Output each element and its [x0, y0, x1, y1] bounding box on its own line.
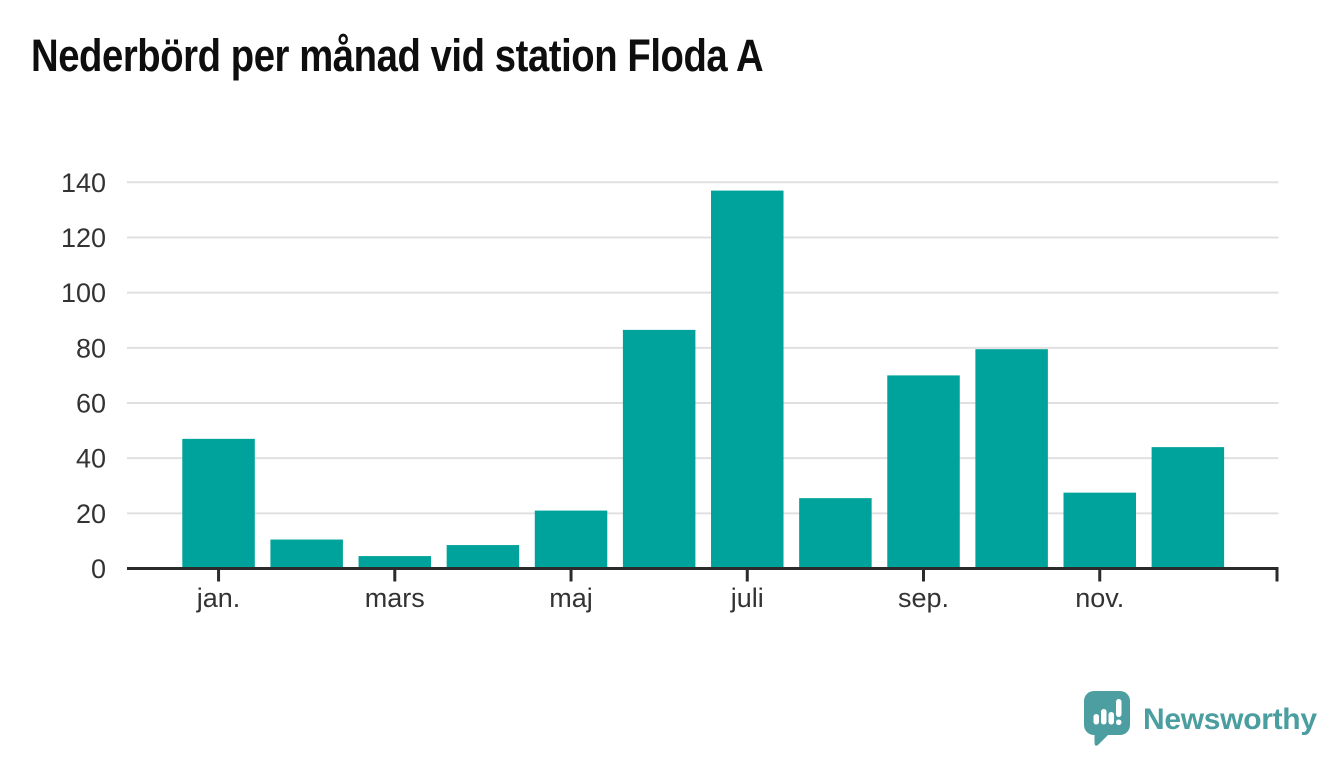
- newsworthy-logo: Newsworthy: [1084, 691, 1317, 748]
- y-tick-label-40: 40: [76, 444, 106, 474]
- logo-bar-1: [1093, 714, 1099, 725]
- x-tick-label-sep.: sep.: [898, 583, 949, 613]
- newsworthy-logo-icon: [1084, 691, 1130, 746]
- bar-juli: [711, 190, 784, 569]
- newsworthy-logo-text: Newsworthy: [1143, 702, 1317, 736]
- x-tick-label-maj: maj: [549, 583, 593, 613]
- y-tick-label-140: 140: [61, 168, 106, 198]
- bar-sep.: [887, 375, 960, 569]
- bar-okt.: [975, 349, 1048, 569]
- logo-bubble-shape: [1084, 691, 1130, 746]
- x-tick-label-mars: mars: [365, 583, 425, 613]
- logo-exclamation-bar: [1116, 699, 1122, 717]
- y-tick-label-60: 60: [76, 388, 106, 418]
- bar-mars: [358, 556, 432, 569]
- bar-maj: [534, 510, 608, 569]
- y-tick-label-120: 120: [61, 223, 106, 253]
- bar-jan.: [182, 438, 255, 569]
- logo-bar-3: [1108, 712, 1114, 725]
- y-tick-label-80: 80: [76, 333, 106, 363]
- y-tick-label-100: 100: [61, 278, 106, 308]
- bar-april: [446, 545, 520, 569]
- bar-chart: 0 20 40 60 80 100 120 140 jan. mars maj juli sep. nov…: [61, 168, 1279, 613]
- x-tick-label-jan.: jan.: [196, 583, 241, 613]
- y-tick-label-0: 0: [91, 554, 106, 584]
- x-tick-label-juli: juli: [730, 583, 764, 613]
- bar-nov.: [1063, 492, 1136, 569]
- x-tick-label-nov.: nov.: [1075, 583, 1124, 613]
- bar-dec.: [1151, 447, 1225, 569]
- bar-feb.: [270, 539, 343, 569]
- logo-exclamation-dot: [1116, 719, 1122, 725]
- y-tick-label-20: 20: [76, 499, 106, 529]
- chart-title: Nederbörd per månad vid station Floda A: [31, 30, 764, 81]
- logo-bar-2: [1101, 709, 1107, 725]
- bar-juni: [622, 329, 696, 569]
- bar-aug.: [799, 498, 872, 569]
